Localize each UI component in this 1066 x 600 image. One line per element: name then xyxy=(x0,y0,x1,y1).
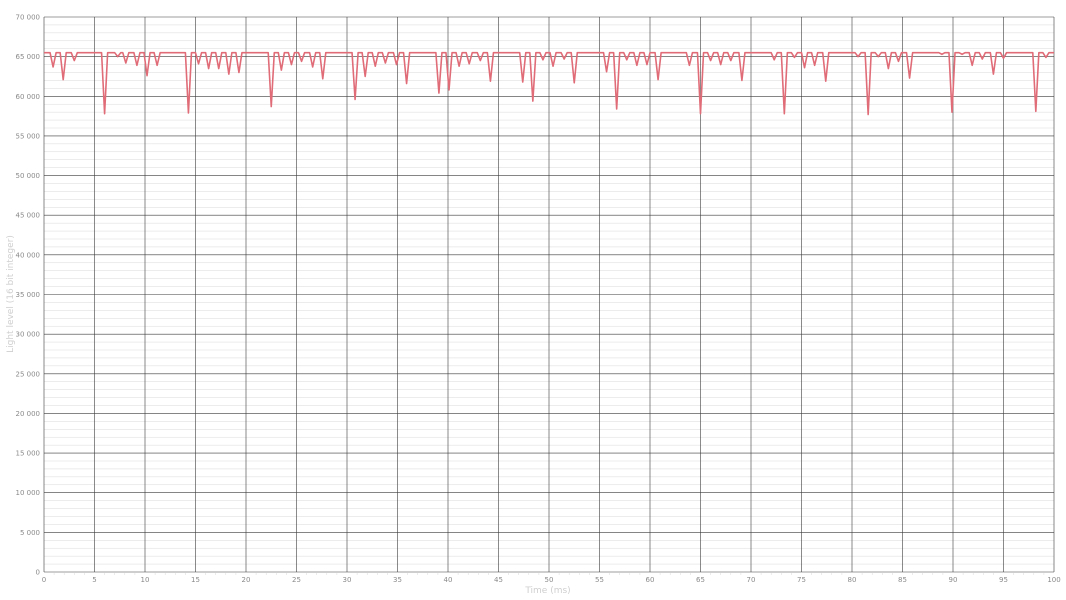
x-axis-title: Time (ms) xyxy=(524,586,570,596)
x-tick-label: 15 xyxy=(191,576,200,584)
x-tick-label: 35 xyxy=(393,576,402,584)
x-tick-label: 45 xyxy=(494,576,503,584)
y-tick-label: 65 000 xyxy=(16,53,41,61)
x-tick-label: 20 xyxy=(242,576,251,584)
x-tick-label: 90 xyxy=(949,576,958,584)
y-tick-label: 50 000 xyxy=(16,172,41,180)
series-layer xyxy=(44,51,1054,116)
x-tick-label: 0 xyxy=(42,576,46,584)
grid xyxy=(43,16,1055,575)
axes: 0 5 000 10 000 15 000 20 000 25 000 30 000 35 0… xyxy=(16,14,1061,585)
x-tick-label: 50 xyxy=(545,576,554,584)
x-tick-label: 10 xyxy=(141,576,150,584)
x-tick-label: 60 xyxy=(646,576,655,584)
x-tick-label: 100 xyxy=(1047,576,1060,584)
y-axis-title: Light level (16 bit integer) xyxy=(6,235,16,353)
x-tick-label: 25 xyxy=(292,576,301,584)
y-tick-label: 35 000 xyxy=(16,291,41,299)
y-tick-label: 20 000 xyxy=(16,410,41,418)
x-tick-label: 75 xyxy=(797,576,806,584)
y-tick-label: 60 000 xyxy=(16,93,41,101)
y-tick-label: 70 000 xyxy=(16,14,41,22)
x-tick-label: 85 xyxy=(898,576,907,584)
y-tick-label: 15 000 xyxy=(16,450,41,458)
y-tick-label: 45 000 xyxy=(16,212,41,220)
y-tick-label: 10 000 xyxy=(16,489,41,497)
x-tick-label: 5 xyxy=(92,576,96,584)
y-tick-label: 40 000 xyxy=(16,251,41,259)
y-tick-label: 30 000 xyxy=(16,331,41,339)
x-tick-label: 65 xyxy=(696,576,705,584)
y-tick-label: 0 xyxy=(36,569,40,577)
x-tick-label: 30 xyxy=(343,576,352,584)
x-tick-label: 95 xyxy=(999,576,1008,584)
y-tick-label: 55 000 xyxy=(16,132,41,140)
light-level-series-line xyxy=(44,51,1054,116)
y-tick-label: 25 000 xyxy=(16,370,41,378)
y-tick-label: 5 000 xyxy=(20,529,40,537)
x-tick-label: 55 xyxy=(595,576,604,584)
x-tick-label: 80 xyxy=(848,576,857,584)
x-tick-label: 40 xyxy=(444,576,453,584)
x-tick-label: 70 xyxy=(747,576,756,584)
